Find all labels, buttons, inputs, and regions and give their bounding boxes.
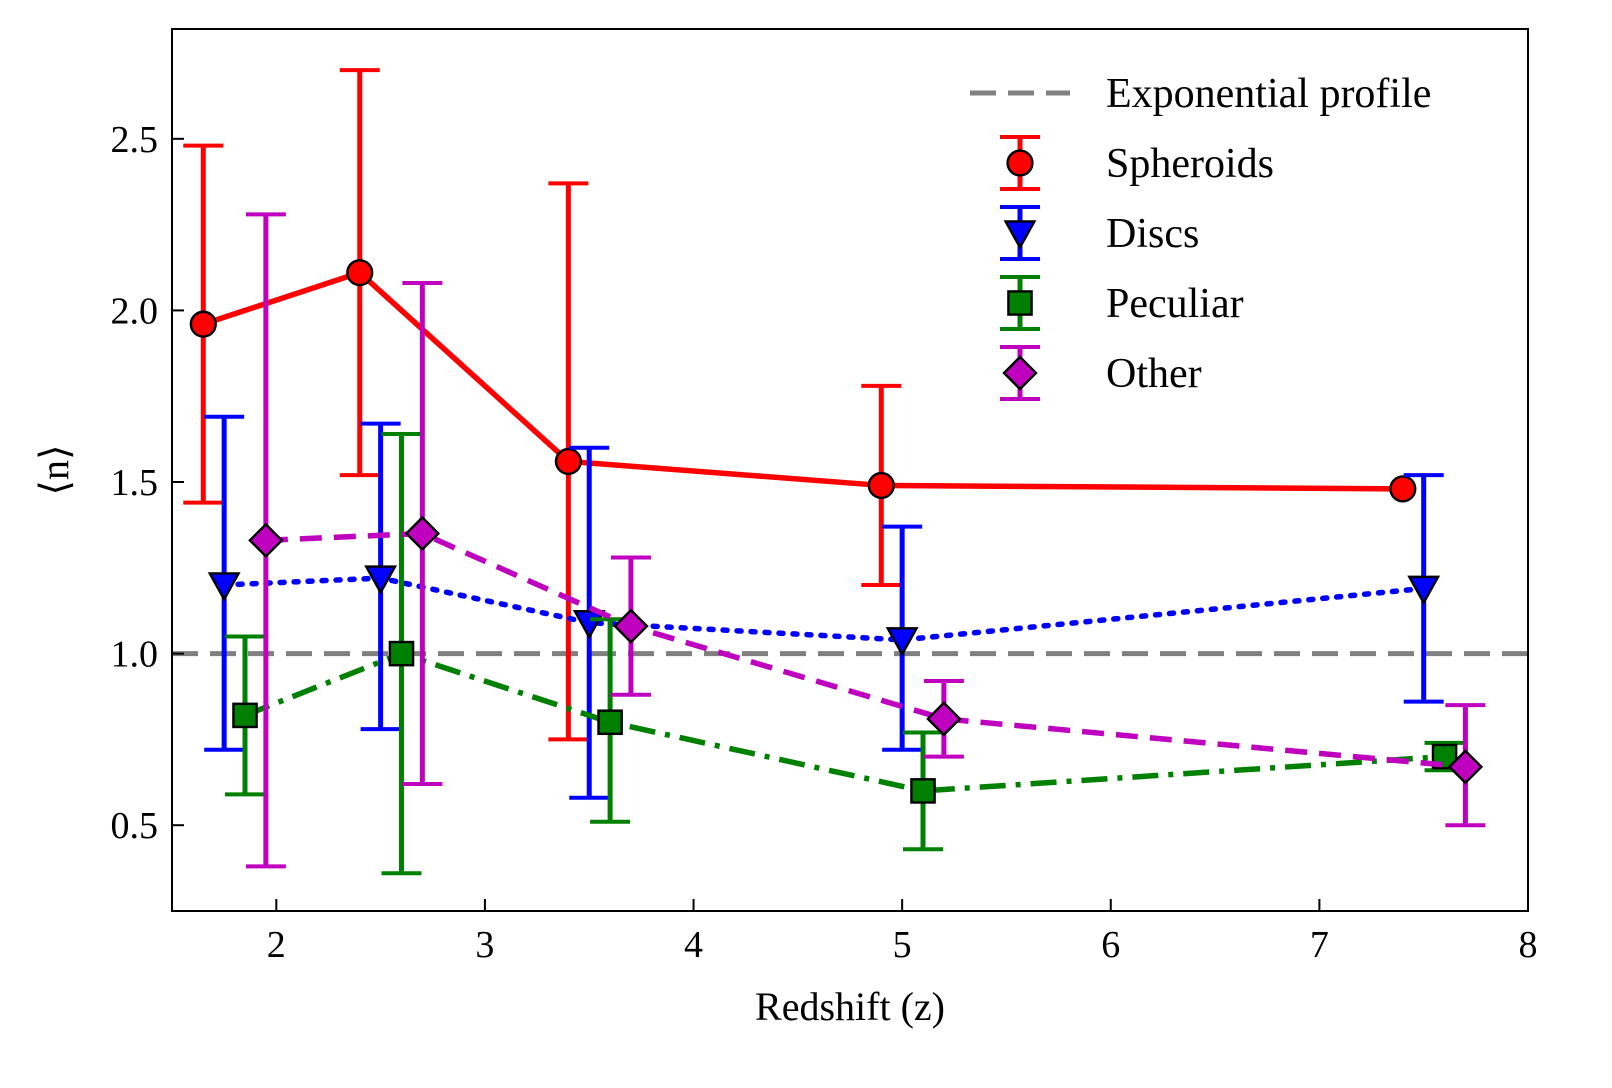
x-tick-label: 6 [1101, 924, 1120, 966]
legend-entry-other: Other [1000, 345, 1202, 401]
x-tick-label: 8 [1519, 924, 1538, 966]
axis-ticks: 2 3 4 5 6 7 8 0.5 1.0 1.5 2.0 2.5 [111, 119, 1538, 966]
data-point-spheroids [1389, 475, 1417, 503]
x-tick-label: 7 [1310, 924, 1329, 966]
y-tick-label: 1.5 [111, 462, 159, 504]
x-tick-label: 2 [267, 924, 286, 966]
y-axis-title: ⟨n⟩ [32, 444, 77, 495]
data-point-peculiar [597, 709, 623, 736]
data-point-spheroids [554, 447, 582, 476]
data-point-spheroids [346, 259, 374, 287]
series-peculiar [225, 431, 1465, 876]
series-line-discs [221, 575, 1427, 643]
data-point-other [1447, 749, 1484, 785]
legend-marker [1006, 149, 1034, 177]
legend-marker [1003, 220, 1037, 250]
y-tick-label: 2.0 [111, 290, 159, 332]
y-tick-label: 2.5 [111, 119, 159, 161]
x-axis-title: Redshift (z) [755, 984, 945, 1029]
legend-marker [1007, 290, 1033, 316]
y-tick-label: 0.5 [111, 805, 159, 847]
data-point-discs [1407, 575, 1441, 606]
data-point-discs [364, 565, 398, 595]
data-point-other [404, 515, 441, 552]
legend-entry-exponential-profile: Exponential profile [970, 71, 1431, 117]
legend-entry-spheroids: Spheroids [1000, 135, 1274, 191]
data-point-discs [207, 572, 241, 602]
data-point-peculiar [232, 702, 258, 729]
series-spheroids [183, 68, 1417, 742]
data-point-discs [885, 627, 919, 657]
x-tick-label: 4 [684, 924, 703, 966]
data-point-other [613, 608, 649, 644]
data-point-peculiar [388, 640, 415, 667]
legend-label: Spheroids [1106, 141, 1274, 187]
data-point-other [926, 701, 962, 737]
legend-label: Discs [1106, 211, 1199, 257]
legend-entry-peculiar: Peculiar [1000, 275, 1244, 331]
y-tick-label: 1.0 [111, 634, 159, 676]
legend-marker [1002, 355, 1038, 391]
x-tick-label: 3 [475, 924, 494, 966]
legend-label: Other [1106, 351, 1202, 397]
data-point-spheroids [867, 471, 895, 500]
data-point-peculiar [910, 778, 936, 804]
series-discs [204, 414, 1444, 800]
plot-frame [171, 28, 1529, 912]
series-line-peculiar [244, 650, 1445, 794]
x-tick-label: 5 [893, 924, 912, 966]
data-point-other [248, 522, 284, 559]
series-line-other [265, 530, 1466, 770]
series-other [245, 212, 1486, 869]
data-point-spheroids [189, 310, 217, 338]
legend: Exponential profile Spheroids Discs Peculia… [970, 71, 1431, 401]
legend-label: Exponential profile [1106, 71, 1431, 117]
legend-entry-discs: Discs [1000, 205, 1199, 261]
legend-label: Peculiar [1106, 281, 1244, 327]
